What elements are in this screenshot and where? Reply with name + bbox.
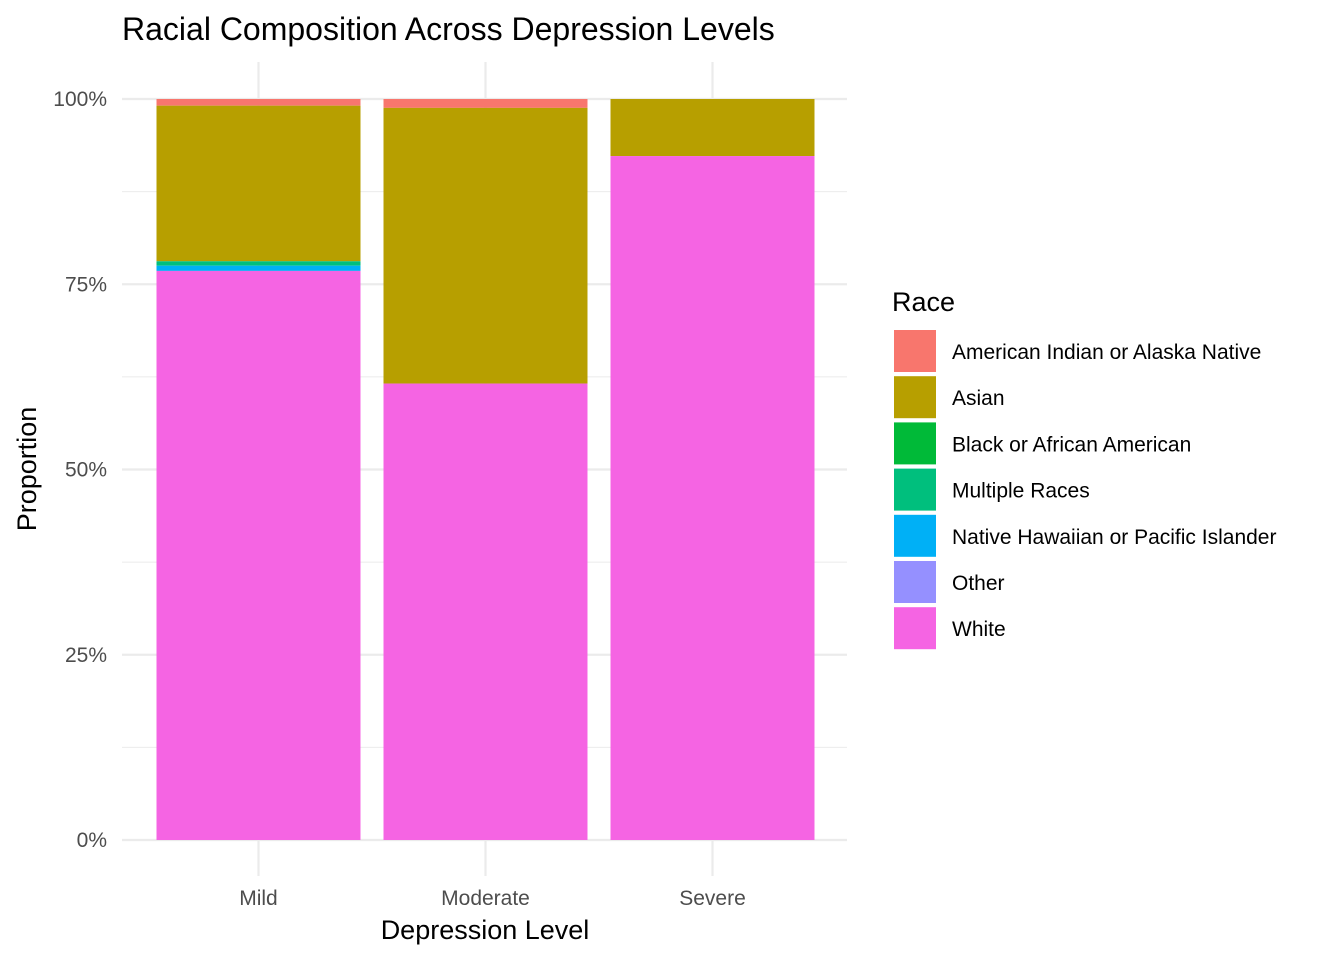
bar-segment	[156, 270, 361, 840]
bars	[156, 99, 815, 840]
legend-label: American Indian or Alaska Native	[952, 341, 1261, 364]
y-tick-label: 50%	[65, 459, 107, 482]
x-axis-ticks: Mild Moderate Severe	[239, 887, 746, 910]
bar-segment	[610, 156, 815, 840]
legend-key	[894, 561, 936, 603]
legend-key	[894, 330, 936, 372]
legend-label: White	[952, 618, 1006, 641]
y-tick-label: 75%	[65, 273, 107, 296]
legend-key	[894, 607, 936, 650]
legend-label: Other	[952, 572, 1005, 595]
legend-key	[894, 514, 936, 557]
legend-label: Native Hawaiian or Pacific Islander	[952, 526, 1276, 549]
y-axis-title: Proportion	[12, 407, 42, 532]
x-axis-title: Depression Level	[381, 915, 590, 945]
y-axis-ticks: 0% 25% 50% 75% 100%	[53, 88, 107, 852]
bar-segment	[383, 383, 588, 840]
y-tick-label: 0%	[77, 829, 107, 852]
legend-label: Asian	[952, 387, 1005, 410]
bar-segment	[383, 99, 588, 108]
y-tick-label: 25%	[65, 644, 107, 667]
bar-segment	[156, 99, 361, 106]
bar-segment	[156, 105, 361, 262]
bar-segment	[156, 265, 361, 271]
x-tick-label: Mild	[239, 887, 278, 910]
chart-title: Racial Composition Across Depression Lev…	[122, 11, 775, 47]
legend-label: Black or African American	[952, 433, 1191, 456]
x-tick-label: Moderate	[441, 887, 530, 910]
legend-label: Multiple Races	[952, 480, 1090, 503]
legend-key	[894, 422, 936, 465]
y-tick-label: 100%	[53, 88, 107, 111]
bar-segment	[610, 99, 815, 157]
legend-title: Race	[892, 287, 955, 317]
bar-segment	[156, 261, 361, 266]
legend-key	[894, 376, 936, 419]
bar-segment	[383, 107, 588, 384]
x-tick-label: Severe	[679, 887, 746, 910]
legend: Race American Indian or Alaska Native Asi…	[892, 287, 1276, 650]
legend-key	[894, 468, 936, 511]
